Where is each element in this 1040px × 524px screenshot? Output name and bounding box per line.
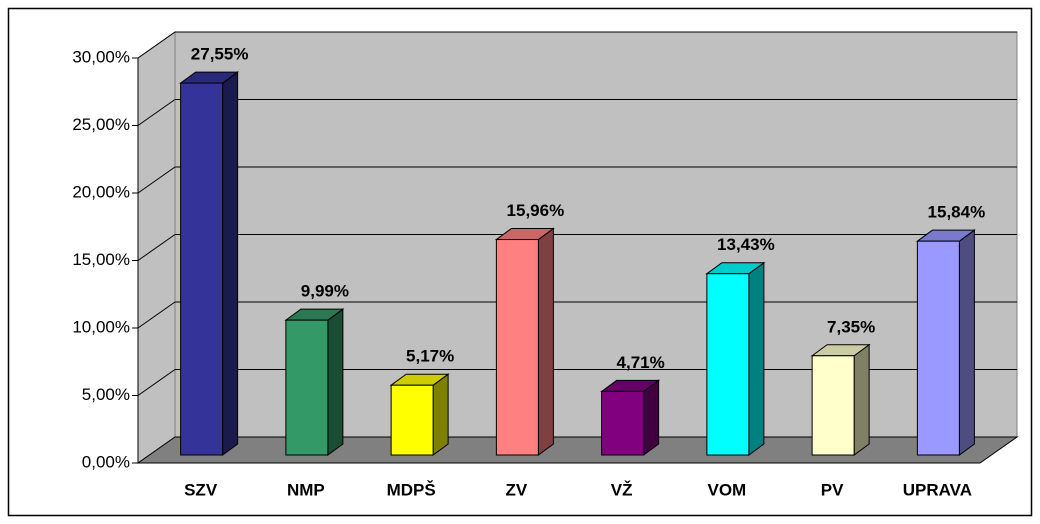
- x-tick-label: VOM: [708, 480, 747, 499]
- grid-line: [137, 31, 176, 59]
- bar: [390, 384, 434, 456]
- x-tick-label: ZV: [506, 480, 528, 499]
- y-tick-label: 5,00%: [82, 385, 130, 404]
- bar: [811, 355, 855, 456]
- bar-side: [958, 229, 975, 456]
- bar: [285, 319, 329, 456]
- value-label: 15,96%: [507, 201, 565, 220]
- bar-side: [748, 261, 765, 456]
- bar: [180, 82, 224, 456]
- y-tick-label: 15,00%: [72, 250, 130, 269]
- value-label: 15,84%: [928, 203, 986, 222]
- x-tick-label: UPRAVA: [903, 480, 972, 499]
- grid-line: [137, 234, 176, 261]
- value-label: 5,17%: [406, 347, 454, 366]
- bar-side: [432, 373, 449, 456]
- y-tick-label: 25,00%: [72, 115, 130, 134]
- grid-line: [137, 301, 176, 329]
- value-label: 4,71%: [617, 353, 665, 372]
- y-tick-label: 0,00%: [82, 452, 130, 471]
- value-label: 27,55%: [191, 45, 249, 64]
- x-tick-label: NMP: [287, 480, 325, 499]
- bar-side: [327, 308, 344, 456]
- bar: [601, 390, 645, 456]
- floor: [136, 436, 1019, 464]
- value-label: 9,99%: [301, 282, 349, 301]
- bar-side: [537, 227, 554, 456]
- bar-side: [643, 379, 660, 456]
- bar: [495, 239, 539, 456]
- bar: [916, 240, 960, 456]
- value-label: 7,35%: [827, 317, 875, 336]
- y-tick-label: 20,00%: [72, 182, 130, 201]
- bar-side: [853, 343, 870, 456]
- y-tick-label: 10,00%: [72, 317, 130, 336]
- x-tick-label: MDPŠ: [387, 480, 436, 499]
- value-label: 13,43%: [717, 235, 775, 254]
- x-tick-label: VŽ: [611, 480, 633, 499]
- grid-line: [137, 99, 176, 126]
- y-tick-label: 30,00%: [72, 47, 130, 66]
- bar: [706, 273, 750, 456]
- x-tick-label: SZV: [184, 480, 218, 499]
- x-tick-label: PV: [821, 480, 844, 499]
- bar-side: [222, 71, 239, 456]
- grid-line: [137, 369, 176, 396]
- grid-line: [137, 166, 176, 194]
